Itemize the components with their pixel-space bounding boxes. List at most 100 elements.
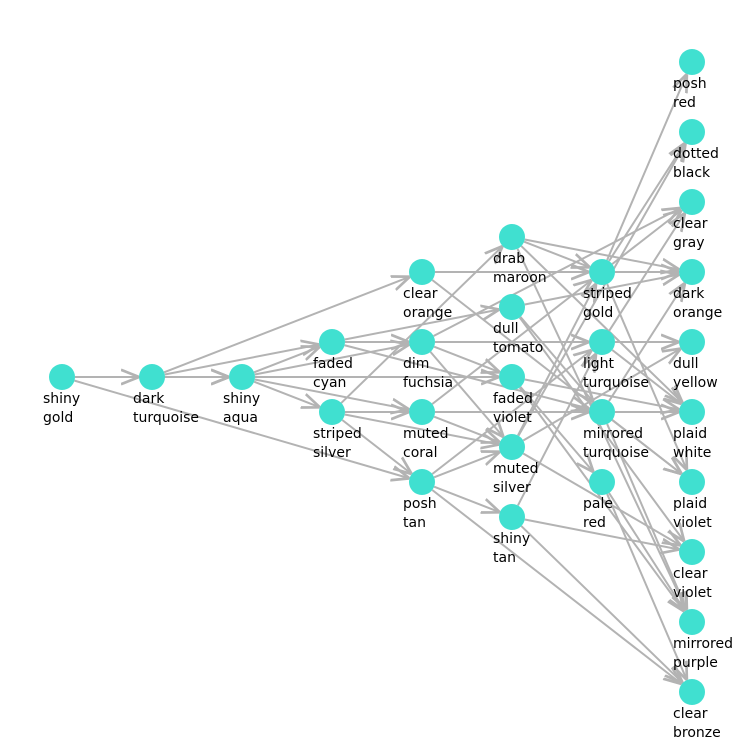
- node: [409, 469, 435, 495]
- edge: [608, 143, 685, 262]
- node-label-line: black: [673, 165, 711, 181]
- node-label-line: violet: [673, 515, 712, 531]
- node: [499, 504, 525, 530]
- node: [589, 469, 615, 495]
- edge: [341, 419, 411, 474]
- node-label-line: posh: [673, 76, 707, 92]
- node-label: plaid violet: [673, 496, 712, 531]
- node-label: mirrored turquoise: [583, 426, 649, 461]
- edge: [433, 415, 500, 443]
- node-label: clear gray: [673, 216, 708, 251]
- node-label: dull tomato: [493, 321, 543, 356]
- node-label: dim fuchsia: [403, 356, 453, 391]
- node-label-line: silver: [313, 445, 351, 461]
- edge: [74, 379, 409, 479]
- node-label-line: muted: [493, 461, 539, 477]
- node-label-line: shiny: [43, 391, 80, 407]
- node-label-line: gold: [43, 410, 73, 426]
- node-label: muted silver: [493, 461, 539, 496]
- edge: [254, 378, 409, 409]
- node-label-line: white: [673, 445, 711, 461]
- node: [679, 119, 705, 145]
- node-label-line: red: [673, 95, 696, 111]
- node-label-line: aqua: [223, 410, 258, 426]
- node-label-line: dull: [673, 356, 699, 372]
- node-label-line: silver: [493, 480, 531, 496]
- node-label-line: striped: [313, 426, 362, 442]
- edge: [254, 344, 409, 376]
- edges: [74, 74, 686, 684]
- nodes: shiny gold dark turquoise shiny aqua faded cyan…: [43, 49, 733, 741]
- edge: [611, 419, 681, 474]
- edge: [611, 349, 681, 404]
- edge: [517, 284, 596, 436]
- node-label-line: orange: [673, 305, 722, 321]
- node-label-line: plaid: [673, 496, 707, 512]
- node: [589, 399, 615, 425]
- edge: [433, 345, 500, 373]
- edge: [517, 143, 685, 437]
- node-label: posh red: [673, 76, 707, 111]
- node-label: muted coral: [403, 426, 449, 461]
- node-label-line: pale: [583, 496, 613, 512]
- edge: [606, 423, 687, 610]
- node-label-line: tomato: [493, 340, 543, 356]
- node-label: shiny aqua: [223, 391, 260, 426]
- node-label-line: posh: [403, 496, 437, 512]
- node-label-line: yellow: [673, 375, 718, 391]
- node: [49, 364, 75, 390]
- node-label-line: tan: [493, 550, 516, 566]
- node: [409, 259, 435, 285]
- node: [319, 329, 345, 355]
- node-label-line: plaid: [673, 426, 707, 442]
- edge: [163, 277, 410, 374]
- edge: [517, 354, 596, 506]
- node: [499, 294, 525, 320]
- node-label-line: light: [583, 356, 615, 372]
- node: [679, 49, 705, 75]
- node-label-line: orange: [403, 305, 452, 321]
- node-label-line: dim: [403, 356, 429, 372]
- node: [589, 329, 615, 355]
- node-label: shiny tan: [493, 531, 530, 566]
- node-label-line: drab: [493, 251, 525, 267]
- edge: [429, 351, 503, 437]
- node: [679, 189, 705, 215]
- edge: [518, 316, 685, 541]
- node-label-line: shiny: [223, 391, 260, 407]
- node-label: clear bronze: [673, 706, 721, 741]
- edge: [520, 525, 682, 683]
- node-label: striped silver: [313, 426, 362, 461]
- node: [589, 259, 615, 285]
- node-label-line: clear: [673, 216, 708, 232]
- node: [409, 399, 435, 425]
- node-label-line: dotted: [673, 146, 719, 162]
- node-label-line: muted: [403, 426, 449, 442]
- node-label: light turquoise: [583, 356, 649, 391]
- edge: [433, 485, 500, 513]
- node-label-line: fuchsia: [403, 375, 453, 391]
- edge: [523, 240, 590, 268]
- edge: [520, 245, 682, 403]
- node: [499, 434, 525, 460]
- node-label-line: turquoise: [583, 445, 649, 461]
- node-label-line: maroon: [493, 270, 547, 286]
- node-label-line: dark: [673, 286, 705, 302]
- node-label: dotted black: [673, 146, 719, 181]
- node-label-line: gold: [583, 305, 613, 321]
- node-label: posh tan: [403, 496, 437, 531]
- node-label: plaid white: [673, 426, 711, 461]
- node: [679, 679, 705, 705]
- node: [409, 329, 435, 355]
- node-label-line: turquoise: [583, 375, 649, 391]
- node-label-line: coral: [403, 445, 438, 461]
- node: [319, 399, 345, 425]
- node-label-line: mirrored: [673, 636, 733, 652]
- node-label: striped gold: [583, 286, 632, 321]
- node-label: dull yellow: [673, 356, 718, 391]
- edge: [608, 213, 685, 332]
- node-label-line: cyan: [313, 375, 346, 391]
- edge: [433, 208, 681, 337]
- node-label-line: striped: [583, 286, 632, 302]
